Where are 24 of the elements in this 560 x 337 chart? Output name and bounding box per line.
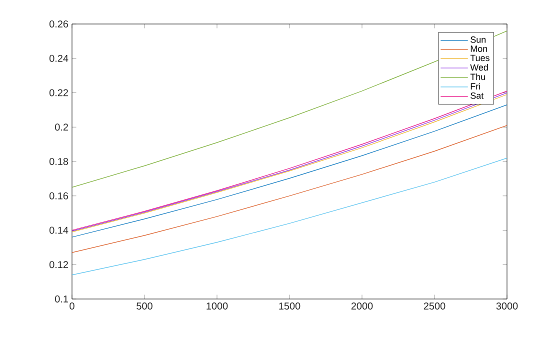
x-tick-label: 3000	[496, 302, 518, 310]
x-tick-label: 2000	[351, 302, 373, 310]
y-tick-label: 0.16	[49, 192, 68, 200]
legend-label: Fri	[470, 82, 480, 90]
y-tick-label: 0.18	[49, 158, 68, 166]
x-tick-label: 1000	[206, 302, 228, 310]
y-tick-label: 0.2	[55, 124, 68, 131]
legend-label: Wed	[470, 64, 488, 71]
legend-label: Thu	[470, 73, 486, 80]
x-tick-label: 0	[70, 302, 74, 310]
legend-label: Mon	[470, 46, 488, 52]
x-tick-label: 2500	[424, 302, 446, 310]
y-tick-label: 0.14	[49, 226, 68, 234]
x-tick-label: 1500	[279, 302, 300, 310]
y-tick-label: 0.1	[55, 295, 68, 303]
line-series	[72, 125, 508, 253]
x-tick-label: 500	[136, 302, 152, 310]
legend-label: Sat	[470, 92, 484, 99]
legend-label: Sun	[470, 36, 486, 43]
y-tick-label: 0.12	[49, 261, 68, 268]
legend-label: Tues	[470, 54, 490, 62]
y-tick-label: 0.22	[49, 89, 68, 96]
y-tick-label: 0.24	[49, 54, 68, 62]
y-tick-label: 0.26	[49, 20, 68, 28]
